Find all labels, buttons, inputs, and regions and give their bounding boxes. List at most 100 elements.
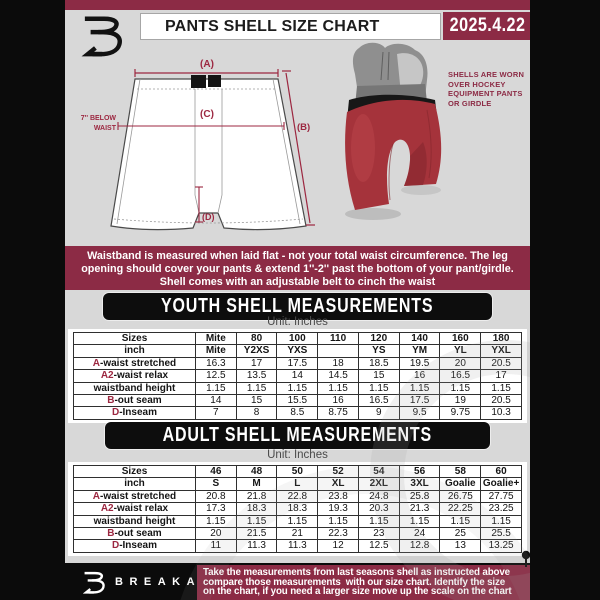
adult-heading-text: ADULT SHELL MEASUREMENTS [162,424,433,446]
info-banner-line: Shell comes with an adjustable belt to c… [159,276,436,288]
cell-value: YL [439,344,482,358]
cell-value: 13.5 [235,369,278,383]
row-label: A-waist stretched [73,489,196,504]
table-row: Sizes 46 48 50 52 54 56 58 60 [73,464,522,479]
cell-value: 11.3 [276,539,319,553]
row-label: D-Inseam [73,539,196,553]
footer-note-line: compare those measurements with our size… [203,576,506,588]
adult-section-heading: ADULT SHELL MEASUREMENTS [105,422,490,449]
page-title: PANTS SHELL SIZE CHART [165,18,380,35]
cell-value: 11.3 [235,539,278,553]
cell-value: 1.15 [235,381,278,396]
cell-value: Mite [194,344,237,358]
cell-value: 1.15 [194,514,237,529]
row-label: waistband height [73,514,196,529]
cell-value: 7 [194,406,237,420]
footer-note-line: Take the measurements from last seasons … [203,567,510,578]
cell-value: 12.8 [398,539,441,553]
cell-value: 52 [317,464,359,479]
cell-value: 25 [439,527,482,541]
info-banner: Waistband is measured when laid flat - n… [65,246,530,290]
cell-value: 2XL [357,477,400,491]
cell-value: 12.5 [357,539,400,553]
cell-value: 50 [276,464,319,479]
cell-value: 21.5 [235,527,278,541]
cell-value: 1.15 [439,514,482,529]
cell-value: 27.75 [480,489,522,504]
table-row: waistband height 1.15 1.15 1.15 1.15 1.15 1.15… [73,381,522,396]
row-label: inch [73,477,196,491]
cell-value: 12 [317,539,359,553]
cell-value: 54 [357,464,400,479]
diagram-label-d: (D) [202,212,215,222]
photo-caption: SHELLS ARE WORN OVER HOCKEY EQUIPMENT PA… [448,70,525,108]
waist-note-line2: WAIST [94,125,117,132]
row-label: B-out seam [73,527,196,541]
table-row: D-Inseam 7 8 8.5 8.75 9 9.5 9.75 10.3 [73,406,522,420]
measure-line-a [134,69,279,77]
cell-value: YXL [480,344,522,358]
table-row: Sizes Mite 80 100 110 120 140 160 180 [73,331,522,346]
cell-value: 60 [480,464,522,479]
cell-value: 18.5 [357,356,400,371]
cell-value: 1.15 [480,514,522,529]
cell-value: 17.3 [194,502,237,516]
cell-value: 25.5 [480,527,522,541]
cell-value: 17.5 [276,356,319,371]
waist-note-line1: 7'' BELOW [81,115,117,122]
cell-value: 26.75 [439,489,482,504]
cell-value: 14.5 [317,369,359,383]
table-row: B-out seam 20 21.5 21 22.3 23 24 25 25.5 [73,527,522,541]
row-label: B-out seam [73,394,196,408]
table-row: A-waist stretched 20.8 21.8 22.8 23.8 24.8 25.… [73,489,522,504]
cell-value: 1.15 [317,381,359,396]
cell-value: 58 [439,464,482,479]
diagram-label-c: (C) [200,109,214,120]
measure-line-b [282,70,315,226]
cell-value: 17.5 [398,394,441,408]
date-badge: 2025.4.22 [443,12,530,40]
shorts-outline [110,78,307,231]
cell-value: 180 [480,331,522,346]
cell-value: 9 [357,406,400,420]
footer-bar: BREAKAWAY Take the measurements from las… [65,563,530,600]
youth-heading-wrap: YOUTH SHELL MEASUREMENTS [65,293,530,320]
adult-table-box: Sizes 46 48 50 52 54 56 58 60 inch S M L XL 2XL 3XL Goal… [68,462,527,556]
cell-value: S [194,477,237,491]
adult-unit-label: Unit: Inches [267,449,328,461]
footer-note: Take the measurements from last seasons … [197,565,530,600]
cell-value: 13.25 [480,539,522,553]
cell-value: 3XL [398,477,441,491]
cell-value: 8.5 [276,406,319,420]
cell-value: 21 [276,527,319,541]
cell-value: 22.25 [439,502,482,516]
cell-value: 1.15 [235,514,278,529]
cell-value: 46 [194,464,237,479]
cell-value: 20.5 [480,356,522,371]
cell-value: L [276,477,319,491]
info-banner-line: Waistband is measured when laid flat - n… [87,250,508,262]
row-label: D-Inseam [73,406,196,420]
row-label: Sizes [73,464,196,479]
cell-value: YS [357,344,400,358]
youth-unit-label: Unit: Inches [267,316,328,328]
pin-icon [521,550,530,567]
youth-section-heading: YOUTH SHELL MEASUREMENTS [103,293,492,320]
cell-value: 1.15 [276,381,319,396]
cell-value: 1.15 [276,514,319,529]
cell-value: 20.3 [357,502,400,516]
cell-value: 20 [194,527,237,541]
cell-value: 110 [317,331,359,346]
row-label: A-waist stretched [73,356,196,371]
cell-value: 19 [439,394,482,408]
cell-value: XL [317,477,359,491]
adult-table: Sizes 46 48 50 52 54 56 58 60 inch S M L XL 2XL 3XL Goal… [73,464,522,553]
cell-value: 23.25 [480,502,522,516]
cell-value: 11 [194,539,237,553]
pants-measurement-diagram: (A) (C) [81,59,315,231]
belt-buckle [191,75,221,88]
cell-value: 25.8 [398,489,441,504]
cell-value: 18 [317,356,359,371]
cell-value: 1.15 [398,381,441,396]
row-label: Sizes [73,331,196,346]
